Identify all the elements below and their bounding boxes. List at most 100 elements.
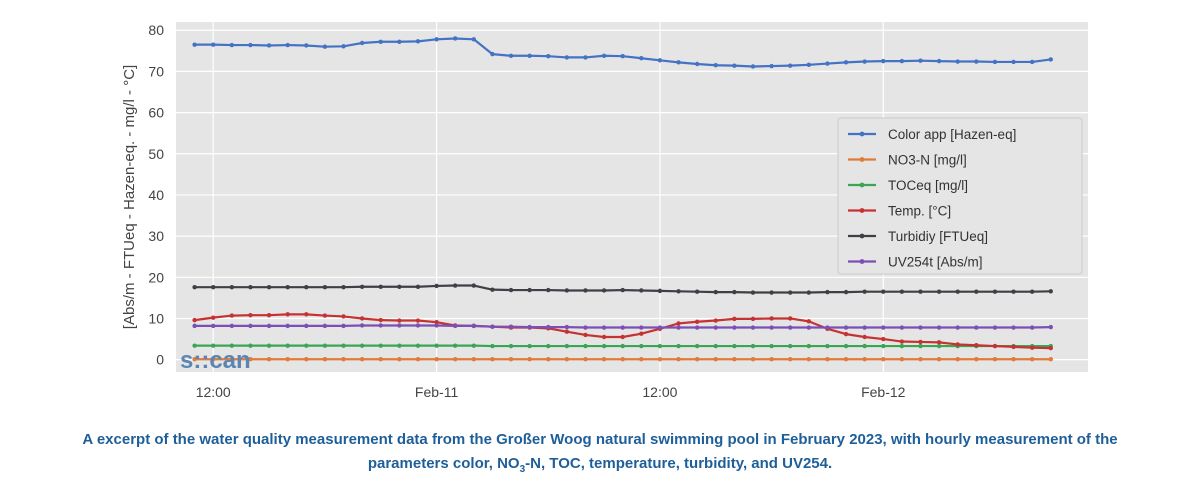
legend-swatch-marker: [859, 208, 865, 213]
data-point: [397, 343, 402, 348]
data-point: [750, 290, 756, 295]
data-point: [657, 288, 663, 294]
data-point: [359, 284, 365, 289]
data-point: [452, 36, 458, 41]
data-point: [490, 343, 495, 349]
data-point: [769, 290, 774, 295]
data-point: [583, 332, 588, 338]
data-point: [732, 343, 737, 349]
data-point: [248, 42, 253, 48]
data-point: [601, 343, 607, 349]
data-point: [583, 357, 588, 362]
data-point: [899, 325, 905, 330]
data-point: [434, 283, 439, 289]
data-point: [769, 63, 774, 69]
y-tick-label: 70: [148, 63, 164, 79]
data-point: [843, 343, 849, 349]
data-point: [899, 343, 905, 349]
data-point: [1029, 325, 1035, 330]
data-point: [583, 325, 588, 330]
data-point: [1011, 59, 1016, 65]
data-point: [601, 53, 607, 58]
data-point: [657, 325, 663, 330]
data-point: [825, 357, 830, 362]
y-tick-label: 50: [148, 146, 164, 162]
data-point: [546, 343, 551, 349]
data-point: [881, 58, 886, 64]
data-point: [285, 343, 290, 348]
data-point: [732, 325, 737, 330]
data-point: [397, 323, 402, 328]
data-point: [639, 325, 644, 330]
y-tick-label: 40: [148, 187, 164, 203]
data-point: [322, 313, 328, 318]
data-point: [322, 44, 328, 49]
data-point: [1011, 357, 1016, 362]
data-point: [266, 312, 272, 318]
data-point: [936, 58, 942, 64]
data-point: [452, 283, 458, 288]
data-point: [434, 357, 439, 362]
legend-item: TOCeq [mg/l]: [848, 178, 968, 193]
data-point: [527, 324, 532, 330]
data-point: [359, 343, 365, 348]
data-point: [378, 323, 383, 328]
data-point: [992, 289, 998, 294]
data-point: [434, 343, 439, 348]
data-point: [713, 289, 718, 295]
data-point: [1029, 345, 1035, 350]
data-point: [788, 63, 793, 68]
legend-label: UV254t [Abs/m]: [888, 255, 983, 270]
data-point: [732, 316, 737, 322]
data-point: [434, 319, 439, 325]
data-point: [713, 318, 718, 323]
data-point: [322, 343, 328, 348]
data-point: [471, 357, 476, 362]
data-point: [936, 289, 942, 294]
data-point: [881, 343, 886, 349]
data-point: [378, 343, 383, 348]
x-tick-label: 12:00: [196, 384, 231, 400]
x-tick-label: Feb-11: [415, 384, 459, 400]
y-tick-label: 80: [148, 22, 164, 38]
series-0: [192, 36, 1053, 69]
data-point: [620, 357, 625, 362]
data-point: [508, 287, 514, 293]
data-point: [229, 313, 235, 318]
water-quality-line-chart: 0 10 20 30 40 50 60 70 80 12:00 Feb-11 12:00 Feb-12…: [121, 22, 1088, 400]
legend-label: Color app [Hazen-eq]: [888, 127, 1016, 142]
data-point: [806, 290, 812, 295]
caption-subscript: 3: [519, 464, 526, 475]
data-point: [676, 289, 681, 294]
y-axis-ticks: 0 10 20 30 40 50 60 70 80: [148, 22, 164, 367]
data-point: [639, 331, 644, 336]
data-point: [788, 316, 793, 321]
data-point: [620, 334, 625, 340]
data-point: [881, 336, 886, 342]
data-point: [639, 343, 644, 349]
data-point: [676, 325, 681, 330]
data-point: [788, 325, 793, 330]
data-point: [918, 343, 923, 349]
data-point: [248, 343, 253, 348]
data-point: [192, 343, 197, 348]
data-point: [415, 39, 421, 44]
data-point: [229, 42, 235, 48]
data-point: [1011, 344, 1016, 350]
data-point: [508, 357, 514, 362]
data-point: [806, 62, 812, 68]
data-point: [881, 325, 886, 330]
data-point: [266, 357, 272, 362]
data-point: [266, 343, 272, 348]
data-point: [378, 357, 383, 362]
data-point: [806, 357, 812, 362]
data-point: [490, 287, 495, 292]
data-point: [732, 63, 737, 68]
data-point: [620, 325, 625, 330]
caption-text-part2: -N, TOC, temperature, turbidity, and UV2…: [525, 455, 833, 472]
data-point: [322, 357, 328, 362]
data-point: [825, 289, 830, 295]
data-point: [508, 343, 514, 349]
legend-swatch-marker: [859, 131, 865, 137]
data-point: [359, 316, 365, 321]
